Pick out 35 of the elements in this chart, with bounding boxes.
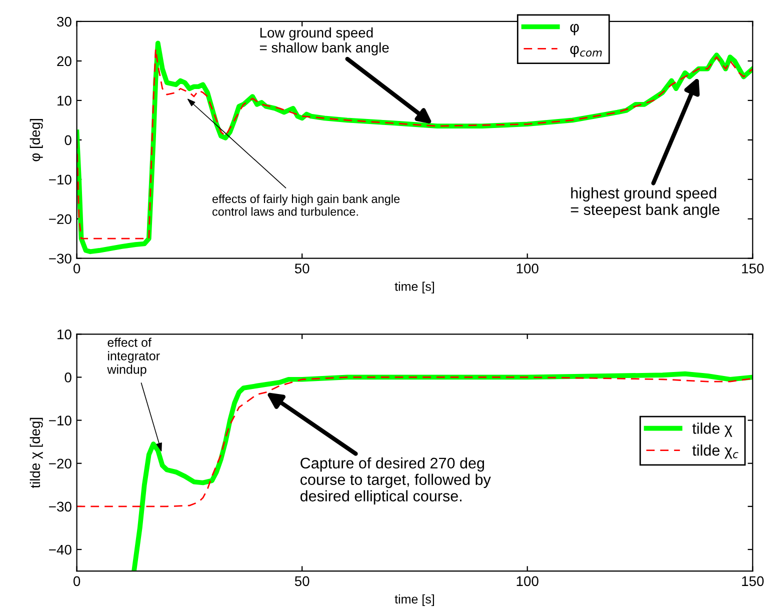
x-axis-title: time [s] (394, 594, 434, 606)
y-tick-label: 0 (64, 372, 72, 382)
y-tick-label: −30 (49, 502, 72, 512)
legend-label: φ$_{com}$ (570, 46, 602, 58)
annotation: Capture of desired 270 deg course to target, followed by desired elliptical course. (300, 457, 491, 504)
legend-label: tilde χ$_{c}$ (692, 444, 738, 459)
y-axis-title: φ [deg] (30, 119, 43, 162)
y-tick-label: −10 (49, 416, 72, 426)
y-tick-label: −20 (49, 214, 72, 224)
x-tick-label: 150 (742, 576, 764, 586)
x-tick-label: 50 (294, 576, 310, 586)
x-tick-label: 150 (742, 264, 764, 274)
x-axis-title: time [s] (394, 282, 434, 294)
x-tick-label: 100 (516, 264, 538, 274)
x-tick-label: 50 (294, 264, 310, 274)
annotation: Low ground speed = shallow bank angle (260, 27, 389, 56)
x-tick-label: 100 (516, 576, 538, 586)
y-tick-label: 10 (58, 96, 72, 106)
annotation: effect of integrator windup (107, 338, 160, 376)
annotation: highest ground speed = steepest bank angle (570, 187, 720, 218)
y-tick-label: 10 (58, 329, 72, 340)
y-tick-label: 0 (64, 135, 72, 146)
y-tick-label: 30 (57, 16, 72, 27)
legend-label: tilde χ (692, 422, 732, 437)
y-tick-label: −40 (49, 544, 72, 555)
line-series (76, 376, 753, 508)
x-tick-label: 0 (73, 576, 80, 586)
y-tick-label: −10 (49, 174, 72, 185)
annotation: effects of fairly high gain bank angle control laws and turbulence. (212, 194, 400, 216)
y-tick-label: −30 (49, 254, 72, 264)
y-axis-title: tilde χ [deg] (30, 418, 43, 488)
y-tick-label: 20 (57, 56, 72, 66)
y-tick-label: −20 (49, 458, 72, 469)
legend-label: φ (570, 24, 579, 36)
x-tick-label: 0 (73, 264, 80, 274)
